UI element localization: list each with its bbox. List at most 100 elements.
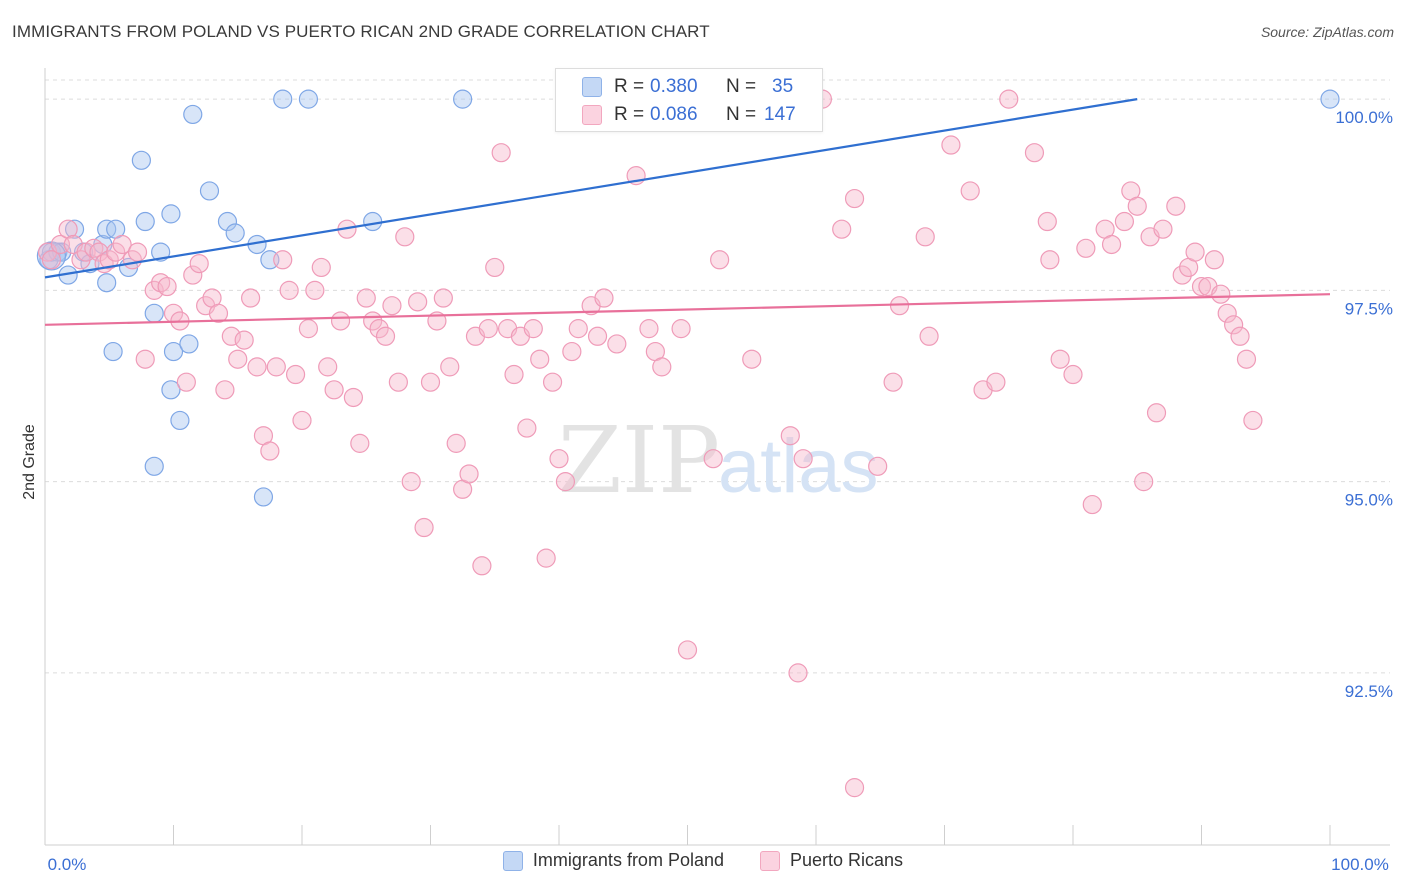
point-puerto-rican [1204,250,1224,270]
point-puerto-rican [941,135,961,155]
point-puerto-rican [1211,284,1231,304]
chart-title: IMMIGRANTS FROM POLAND VS PUERTO RICAN 2… [12,22,710,41]
point-puerto-rican [318,357,338,377]
point-puerto-rican [703,449,723,469]
point-puerto-rican [883,372,903,392]
legend-item-puerto-rican[interactable]: Puerto Ricans [760,850,903,871]
point-poland [170,410,190,431]
point-puerto-rican [568,319,588,339]
point-puerto-rican [127,242,148,262]
point-puerto-rican [1063,364,1083,385]
point-puerto-rican [1224,315,1244,335]
point-poland [64,219,85,239]
point-puerto-rican [504,364,524,385]
point-puerto-rican [1024,143,1045,163]
legend: Immigrants from Poland Puerto Ricans [0,850,1406,871]
stats-n-value: 147 [764,104,796,125]
point-puerto-rican [986,372,1006,392]
point-puerto-rican [530,349,550,369]
stats-r-label: R = [614,104,645,125]
point-puerto-rican [440,357,460,377]
point-poland [199,181,220,201]
point-puerto-rican [369,319,389,339]
point-puerto-rican [1236,349,1257,369]
point-poland [144,456,164,476]
point-puerto-rican [414,517,434,538]
tick-labels: 100.0% 97.5% 95.0% 92.5% 0.0% 100.0% 2nd Grade [21,108,1393,874]
y-tick-label: 97.5% [1345,299,1393,318]
point-puerto-rican [273,250,293,270]
point-puerto-rican [562,341,582,362]
point-puerto-rican [144,280,164,300]
watermark-zip: ZIP [558,407,720,514]
point-puerto-rican [279,280,299,300]
point-puerto-rican [915,227,935,247]
point-puerto-rican [1076,238,1096,258]
point-puerto-rican [408,292,428,312]
point-puerto-rican [536,548,556,568]
point-poland [161,380,181,400]
point-puerto-rican [960,181,980,201]
point-puerto-rican [183,265,203,285]
point-puerto-rican [485,257,505,278]
point-poland [363,211,383,232]
stats-swatch-puerto-rican [582,105,602,125]
point-poland [144,303,164,323]
trend-line-puerto-rican [44,293,1331,326]
point-puerto-rican [89,242,109,262]
point-puerto-rican [1114,211,1135,232]
point-puerto-rican [555,472,576,492]
point-puerto-rican [375,326,396,346]
point-puerto-rican [1230,326,1250,346]
point-puerto-rican [135,349,155,369]
point-puerto-rican [388,372,408,392]
point-puerto-rican [1217,303,1237,323]
point-puerto-rican [176,372,196,392]
point-puerto-rican [260,441,280,461]
point-puerto-rican [523,319,543,339]
point-puerto-rican [1101,234,1122,255]
point-puerto-rican [330,311,351,331]
point-puerto-rican [305,280,325,300]
stats-n-value: 35 [772,76,794,97]
point-poland [151,242,171,262]
point-puerto-rican [234,330,254,350]
point-puerto-rican [780,426,800,446]
point-puerto-rican [221,326,241,346]
y-axis-title: 2nd Grade [21,424,38,500]
point-puerto-rican [677,640,698,660]
trend-lines [44,98,1331,326]
point-puerto-rican [350,433,370,453]
stats-n-label: N = [726,76,757,97]
trend-line-poland [44,98,1138,279]
legend-item-poland[interactable]: Immigrants from Poland [502,850,724,871]
point-puerto-rican [788,663,808,683]
point-puerto-rican [1127,196,1147,216]
point-puerto-rican [420,372,441,392]
point-puerto-rican [832,219,852,239]
point-puerto-rican [587,326,608,346]
point-puerto-rican [868,456,888,476]
point-puerto-rican [189,254,209,274]
axes [44,68,1390,846]
series-puerto-rican-points [37,89,1263,798]
point-poland [183,104,203,125]
stats-swatch-poland [582,77,602,97]
point-puerto-rican [324,380,344,400]
point-poland [131,150,151,170]
point-puerto-rican [1134,472,1154,492]
point-puerto-rican [742,349,762,369]
point-puerto-rican [1172,265,1192,285]
legend-label-poland: Immigrants from Poland [532,850,724,870]
point-puerto-rican [228,349,248,369]
point-puerto-rican [395,227,415,247]
y-tick-label: 95.0% [1345,491,1393,510]
point-puerto-rican [356,288,376,308]
stats-row-puerto-rican: R = 0.086 N = 147 [556,100,822,130]
point-puerto-rican [1153,219,1173,239]
point-puerto-rican [542,372,563,392]
point-poland [298,89,319,109]
point-poland [161,204,181,224]
point-puerto-rican [517,418,537,438]
